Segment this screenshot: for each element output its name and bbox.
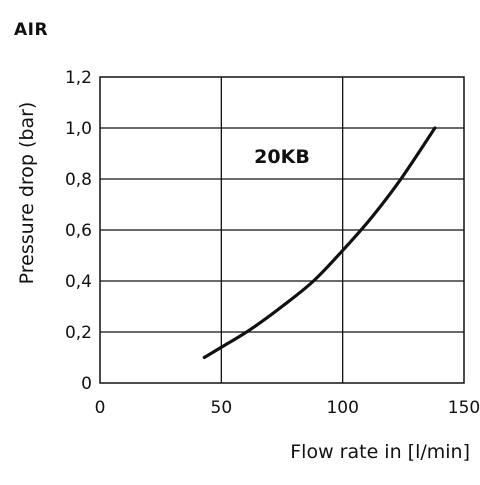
y-tick-label: 0,4	[65, 272, 92, 292]
series-line-20kb	[202, 126, 437, 360]
y-tick-label: 1,2	[65, 68, 92, 88]
plot-border	[99, 76, 465, 384]
y-axis-label: Pressure drop (bar)	[16, 102, 38, 285]
curve-layer	[202, 126, 437, 360]
plot-frame	[99, 76, 465, 384]
x-axis-label: Flow rate in [l/min]	[290, 441, 470, 463]
y-tick-label: 0,8	[65, 170, 92, 190]
y-tick-label: 0,2	[65, 323, 92, 343]
series-annotation-label: 20KB	[254, 146, 310, 168]
y-tick-label: 1,0	[65, 119, 92, 139]
medium-heading: AIR	[14, 20, 49, 40]
x-tick-label: 150	[448, 398, 480, 418]
label-layer: 0 0,2 0,4 0,6 0,8 1,0 1,2 0 50 100 150 Pressure dro…	[16, 68, 480, 463]
x-tick-label: 100	[326, 398, 358, 418]
grid-layer	[100, 77, 464, 383]
x-tick-label: 0	[95, 398, 106, 418]
y-tick-label: 0,6	[65, 221, 92, 241]
x-tick-label: 50	[211, 398, 233, 418]
y-tick-label: 0	[81, 374, 92, 394]
